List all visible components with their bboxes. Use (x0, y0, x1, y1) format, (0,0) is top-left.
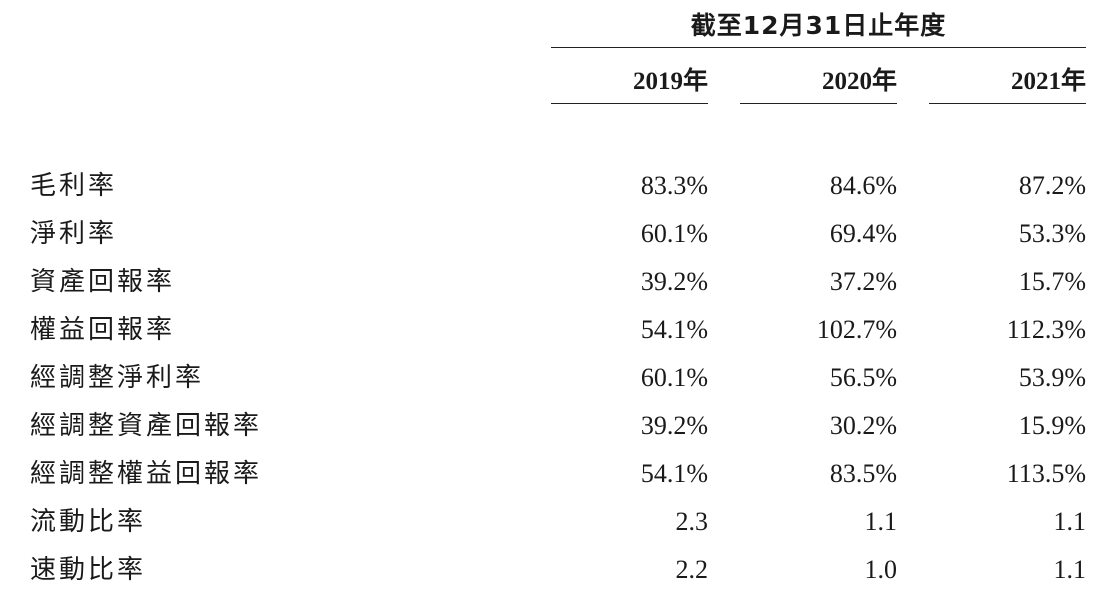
cell-value: 39.2% (640, 411, 708, 440)
cell-value: 2.2 (675, 555, 709, 584)
cell-value: 113.5% (1006, 459, 1086, 488)
row-label: 權益回報率 (30, 315, 176, 345)
period-header: 截至12月31日止年度 (690, 11, 947, 40)
cell-value: 60.1% (640, 363, 708, 392)
year-rule-2021 (929, 103, 1086, 104)
table-row: 毛利率 83.3% 84.6% 87.2% (0, 166, 1100, 206)
cell-value: 102.7% (816, 315, 897, 344)
cell-value: 87.2% (1018, 171, 1086, 200)
year-header-2020: 2020年 (821, 68, 897, 95)
cell-value: 54.1% (640, 459, 708, 488)
row-label: 淨利率 (30, 219, 118, 249)
year-header-2019: 2019年 (632, 68, 708, 95)
year-rule-2019 (551, 103, 708, 104)
cell-value: 1.1 (1053, 555, 1087, 584)
cell-value: 112.3% (1006, 315, 1086, 344)
table-row: 淨利率 60.1% 69.4% 53.3% (0, 214, 1100, 254)
cell-value: 30.2% (829, 411, 897, 440)
cell-value: 15.9% (1018, 411, 1086, 440)
cell-value: 54.1% (640, 315, 708, 344)
cell-value: 53.3% (1018, 219, 1086, 248)
cell-value: 1.0 (864, 555, 898, 584)
cell-value: 83.5% (829, 459, 897, 488)
cell-value: 37.2% (829, 267, 897, 296)
row-label: 經調整資產回報率 (30, 411, 263, 441)
row-label: 經調整淨利率 (30, 363, 205, 393)
year-rule-2020 (740, 103, 897, 104)
cell-value: 60.1% (640, 219, 708, 248)
row-label: 資產回報率 (30, 267, 176, 297)
row-label: 速動比率 (30, 555, 147, 585)
table-row: 權益回報率 54.1% 102.7% 112.3% (0, 310, 1100, 350)
period-header-rule (551, 47, 1086, 48)
cell-value: 83.3% (640, 171, 708, 200)
table-row: 資產回報率 39.2% 37.2% 15.7% (0, 262, 1100, 302)
cell-value: 56.5% (829, 363, 897, 392)
cell-value: 15.7% (1018, 267, 1086, 296)
table-row: 經調整資產回報率 39.2% 30.2% 15.9% (0, 406, 1100, 446)
cell-value: 39.2% (640, 267, 708, 296)
cell-value: 1.1 (864, 507, 898, 536)
row-label: 流動比率 (30, 507, 147, 537)
cell-value: 2.3 (675, 507, 709, 536)
cell-value: 84.6% (829, 171, 897, 200)
cell-value: 1.1 (1053, 507, 1087, 536)
table-row: 速動比率 2.2 1.0 1.1 (0, 550, 1100, 590)
cell-value: 53.9% (1018, 363, 1086, 392)
table-row: 經調整權益回報率 54.1% 83.5% 113.5% (0, 454, 1100, 494)
year-header-2021: 2021年 (1010, 68, 1086, 95)
row-label: 經調整權益回報率 (30, 459, 263, 489)
table-row: 流動比率 2.3 1.1 1.1 (0, 502, 1100, 542)
cell-value: 69.4% (829, 219, 897, 248)
row-label: 毛利率 (30, 171, 118, 201)
table-row: 經調整淨利率 60.1% 56.5% 53.9% (0, 358, 1100, 398)
